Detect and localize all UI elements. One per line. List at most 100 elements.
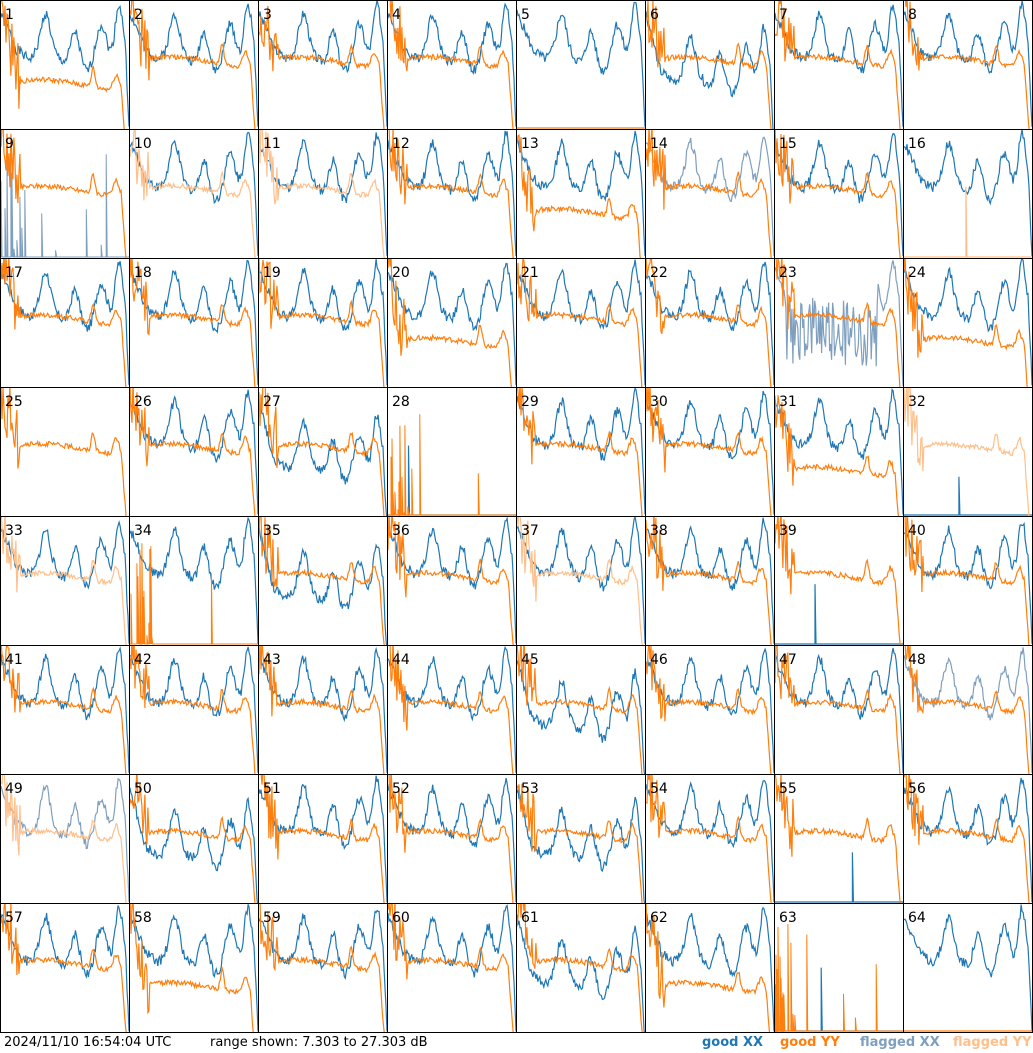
panel-traces	[259, 517, 387, 645]
panel-label: 4	[392, 7, 401, 23]
yy-trace	[1, 646, 127, 774]
yy-trace	[517, 646, 643, 774]
panel-traces	[904, 1, 1032, 129]
panel-label: 54	[650, 781, 668, 797]
panel-51: 51	[258, 774, 388, 904]
panel-label: 21	[521, 265, 539, 281]
panel-traces	[775, 130, 903, 258]
panel-label: 25	[5, 394, 23, 410]
panel-23: 23	[774, 258, 904, 388]
panel-49: 49	[0, 774, 130, 904]
xx-trace-spike	[820, 967, 823, 1032]
panel-label: 7	[779, 7, 788, 23]
xx-trace	[259, 909, 387, 1032]
xx-trace	[904, 130, 1032, 257]
panel-traces	[517, 1, 645, 129]
yy-trace	[775, 259, 901, 387]
panel-traces	[130, 130, 258, 258]
panel-34: 34	[129, 516, 259, 646]
yy-trace	[259, 646, 385, 774]
yy-trace	[259, 904, 385, 1032]
panel-24: 24	[903, 258, 1033, 388]
xx-trace	[388, 777, 516, 903]
yy-trace	[775, 775, 901, 903]
xx-trace	[259, 775, 387, 903]
panel-traces	[646, 646, 774, 774]
panel-28: 28	[387, 387, 517, 517]
yy-trace	[1, 775, 127, 903]
panel-2: 2	[129, 0, 259, 130]
panel-18: 18	[129, 258, 259, 388]
yy-trace	[130, 904, 254, 1032]
panel-47: 47	[774, 645, 904, 775]
xx-trace-spike	[407, 445, 411, 516]
xx-trace	[775, 647, 903, 774]
panel-traces	[1, 904, 129, 1032]
panel-traces	[1, 1, 129, 129]
yy-trace	[130, 1, 256, 129]
panel-56: 56	[903, 774, 1033, 904]
yy-trace	[1, 1, 125, 129]
panel-label: 12	[392, 136, 410, 152]
panel-traces	[517, 259, 645, 387]
panel-22: 22	[645, 258, 775, 388]
yy-trace	[904, 517, 1030, 645]
panel-label: 8	[908, 7, 917, 23]
panel-traces	[388, 646, 516, 774]
yy-trace	[388, 259, 513, 387]
legend-flagged-xx: flagged XX	[860, 1035, 940, 1050]
panel-label: 35	[263, 523, 281, 539]
panel-traces	[904, 775, 1032, 903]
panel-label: 16	[908, 136, 926, 152]
panel-62: 62	[645, 903, 775, 1033]
panel-traces	[775, 259, 903, 387]
xx-trace	[646, 261, 774, 386]
panel-label: 59	[263, 910, 281, 926]
xx-trace	[1, 646, 129, 773]
panel-27: 27	[258, 387, 388, 517]
yy-trace	[388, 775, 514, 903]
panel-traces	[130, 775, 258, 903]
panel-label: 50	[134, 781, 152, 797]
panel-label: 52	[392, 781, 410, 797]
panel-33: 33	[0, 516, 130, 646]
yy-trace	[130, 646, 256, 774]
panel-label: 9	[5, 136, 14, 152]
xx-trace-spike	[851, 852, 854, 903]
panel-traces	[517, 646, 645, 774]
panel-label: 62	[650, 910, 668, 926]
panel-traces	[904, 259, 1032, 387]
yy-trace	[646, 1, 772, 129]
panel-traces	[388, 130, 516, 258]
panel-traces	[130, 1, 258, 129]
xx-trace	[517, 1, 645, 127]
panel-frame	[516, 0, 646, 130]
panel-label: 32	[908, 394, 926, 410]
yy-trace	[904, 388, 1030, 516]
yy-trace	[130, 388, 256, 516]
yy-trace	[1, 517, 127, 645]
panel-traces	[130, 904, 258, 1032]
panel-traces	[775, 775, 903, 903]
xx-trace	[517, 388, 645, 515]
range-shown: range shown: 7.303 to 27.303 dB	[210, 1035, 428, 1050]
panel-label: 57	[5, 910, 23, 926]
yy-trace	[259, 259, 385, 387]
xx-trace	[259, 524, 387, 645]
xx-trace	[904, 904, 1032, 1032]
xx-trace-spike	[814, 584, 817, 645]
panel-label: 44	[392, 652, 410, 668]
xx-trace	[1, 261, 129, 386]
panel-label: 45	[521, 652, 539, 668]
panel-58: 58	[129, 903, 259, 1033]
panel-label: 30	[650, 394, 668, 410]
panel-traces	[130, 517, 258, 645]
panel-label: 40	[908, 523, 926, 539]
panel-37: 37	[516, 516, 646, 646]
panel-54: 54	[645, 774, 775, 904]
panel-traces	[259, 646, 387, 774]
xx-trace	[259, 259, 387, 386]
yy-trace	[904, 775, 1030, 903]
xx-trace	[904, 521, 1032, 644]
panel-61: 61	[516, 903, 646, 1033]
